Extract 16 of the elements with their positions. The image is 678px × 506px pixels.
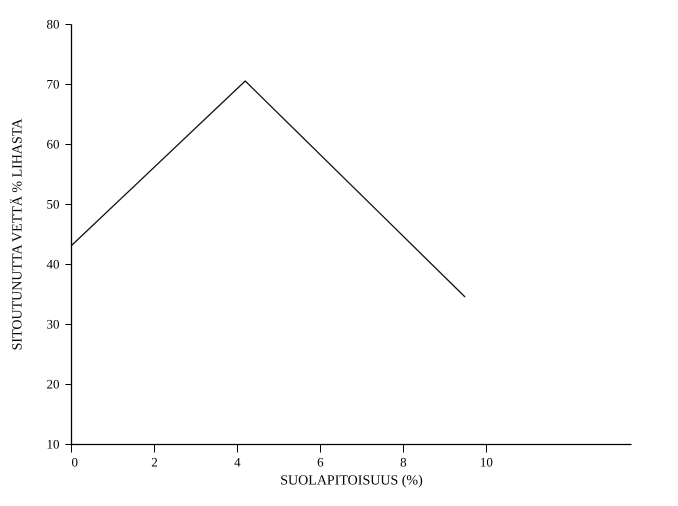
y-tick-label: 30 (46, 316, 60, 332)
y-tick-label: 50 (46, 196, 60, 212)
x-tick-label: 0 (72, 454, 78, 470)
y-tick-label: 60 (46, 136, 60, 152)
x-tick-label: 6 (317, 454, 324, 470)
y-tick-label: 40 (46, 256, 60, 272)
x-tick-label: 10 (480, 454, 493, 470)
x-tick-label: 4 (234, 454, 242, 470)
y-axis-title: SITOUTUNUTTA VETTÄ % LIHASTA (10, 118, 26, 350)
y-tick-label: 20 (46, 376, 60, 392)
y-tick-label: 80 (46, 16, 60, 32)
x-tick-label: 8 (400, 454, 407, 470)
x-tick-label: 2 (151, 454, 158, 470)
x-axis-title: SUOLAPITOISUUS (%) (280, 474, 424, 488)
y-tick-label: 70 (46, 76, 60, 92)
y-tick-label: 10 (46, 436, 60, 452)
